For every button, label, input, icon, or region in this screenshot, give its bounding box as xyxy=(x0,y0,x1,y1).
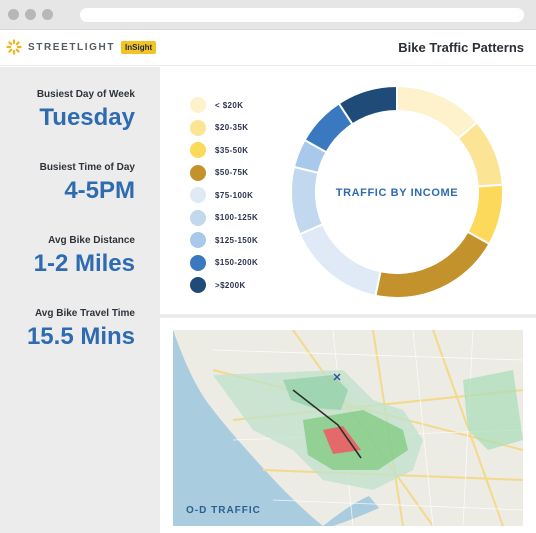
stat-label: Avg Bike Distance xyxy=(48,235,135,246)
legend-label: $20-35K xyxy=(215,123,249,133)
od-zone-center xyxy=(303,410,408,470)
brand-badge: InSight xyxy=(121,40,157,54)
legend-swatch xyxy=(190,164,206,181)
donut-slice-5[interactable] xyxy=(290,165,325,236)
stat-label: Busiest Day of Week xyxy=(36,89,135,100)
stat-avg-distance: Avg Bike Distance 1-2 Miles xyxy=(34,235,135,278)
stat-avg-travel-time: Avg Bike Travel Time 15.5 Mins xyxy=(27,308,135,351)
legend-label: >$200K xyxy=(215,280,246,290)
legend-label: $150-200K xyxy=(215,258,259,268)
legend-item[interactable]: $20-35K xyxy=(190,117,258,140)
address-bar[interactable] xyxy=(80,8,524,22)
legend-label: $100-125K xyxy=(215,213,259,223)
legend-item[interactable]: < $20K xyxy=(190,94,258,117)
stats-sidebar: Busiest Day of Week Tuesday Busiest Time… xyxy=(0,67,160,533)
legend-item[interactable]: >$200K xyxy=(190,274,258,297)
legend-item[interactable]: $150-200K xyxy=(190,252,258,275)
window-maximize-dot[interactable] xyxy=(42,9,53,20)
stat-value: 1-2 Miles xyxy=(33,250,135,277)
legend-item[interactable]: $75-100K xyxy=(190,184,258,207)
legend-item[interactable]: $125-150K xyxy=(190,229,258,252)
od-origin-zone xyxy=(323,426,361,454)
legend-swatch xyxy=(190,119,206,136)
legend-swatch xyxy=(190,254,206,271)
legend-label: < $20K xyxy=(215,100,244,110)
map-canvas xyxy=(173,330,523,526)
donut-slice-4[interactable] xyxy=(298,222,382,297)
donut-slice-0[interactable] xyxy=(396,84,479,141)
map-label: O-D TRAFFIC xyxy=(186,505,261,516)
legend-swatch xyxy=(190,142,206,159)
stat-busiest-day: Busiest Day of Week Tuesday xyxy=(37,89,135,132)
panel-divider xyxy=(160,314,536,318)
traffic-by-income-chart[interactable]: TRAFFIC BY INCOME xyxy=(288,83,506,301)
browser-toolbar xyxy=(0,0,536,30)
ocean xyxy=(173,330,323,526)
od-flow-line xyxy=(292,389,362,459)
donut-slice-8[interactable] xyxy=(337,84,398,126)
stat-busiest-time: Busiest Time of Day 4-5PM xyxy=(40,162,135,205)
legend-swatch xyxy=(190,97,206,114)
chart-title: TRAFFIC BY INCOME xyxy=(336,187,458,199)
legend-item[interactable]: $35-50K xyxy=(190,139,258,162)
legend-swatch xyxy=(190,187,206,204)
stat-value: 15.5 Mins xyxy=(26,323,135,350)
income-legend: < $20K $20-35K $35-50K $50-75K $75-100K $100-… xyxy=(190,94,258,297)
streetlight-logo[interactable]: STREETLIGHT InSight xyxy=(6,39,157,55)
window-minimize-dot[interactable] xyxy=(25,9,36,20)
legend-item[interactable]: $50-75K xyxy=(190,162,258,185)
brand-name: STREETLIGHT xyxy=(28,41,116,53)
stat-label: Avg Bike Travel Time xyxy=(34,308,135,319)
od-zone-north xyxy=(283,375,348,410)
legend-swatch xyxy=(190,277,206,294)
stat-value: 4-5PM xyxy=(64,177,135,204)
legend-swatch xyxy=(190,209,206,226)
legend-swatch xyxy=(190,232,206,249)
sun-icon xyxy=(6,39,22,55)
legend-item[interactable]: $100-125K xyxy=(190,207,258,230)
donut-slice-3[interactable] xyxy=(374,230,491,299)
od-zone-east xyxy=(463,370,523,450)
legend-label: $75-100K xyxy=(215,190,254,200)
od-traffic-map[interactable] xyxy=(173,330,523,526)
legend-label: $50-75K xyxy=(215,168,249,178)
donut-slice-1[interactable] xyxy=(456,120,504,188)
app-header: STREETLIGHT InSight Bike Traffic Pattern… xyxy=(0,30,536,66)
legend-label: $35-50K xyxy=(215,145,249,155)
legend-label: $125-150K xyxy=(215,235,259,245)
location-marker-icon xyxy=(333,373,341,381)
stat-value: Tuesday xyxy=(39,104,135,131)
page-title: Bike Traffic Patterns xyxy=(398,40,524,55)
window-close-dot[interactable] xyxy=(8,9,19,20)
stat-label: Busiest Time of Day xyxy=(39,162,135,173)
